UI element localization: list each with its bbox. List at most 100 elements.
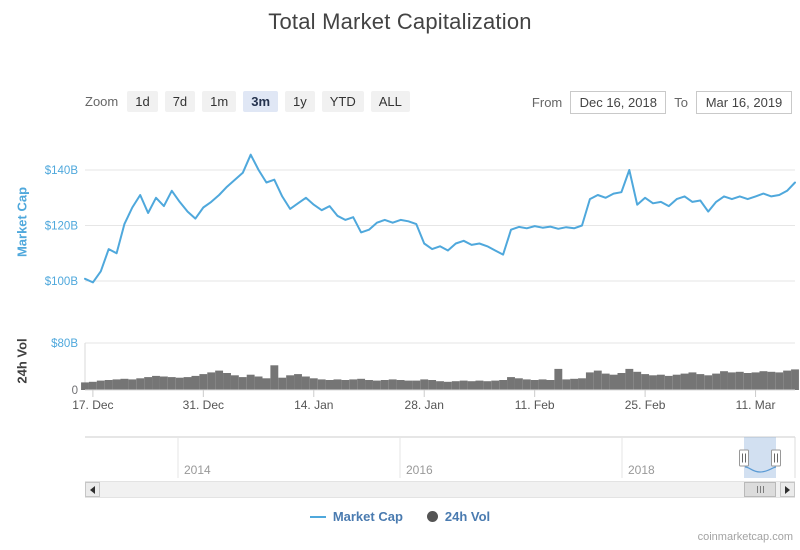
zoom-button-1y[interactable]: 1y [285,91,315,112]
volume-bar [459,380,468,390]
from-label: From [531,95,563,110]
volume-bar [412,380,421,390]
volume-bar [357,378,366,390]
volume-bar [175,377,184,390]
left-arrow-icon [86,485,95,494]
volume-bar [104,380,113,390]
volume-bar [372,380,381,390]
zoom-label: Zoom [85,94,119,109]
navigator-year-label: 2014 [184,463,211,477]
volume-bar [396,380,405,390]
volume-bar [167,377,176,390]
volume-bar [191,375,200,390]
volume-bar [301,376,310,390]
circle-marker-icon [426,511,438,522]
volume-bar [230,375,239,390]
navigator-left-handle[interactable] [739,449,749,467]
x-axis-label: 14. Jan [294,398,333,412]
navigator-year-label: 2018 [628,463,655,477]
volume-bar [649,375,657,390]
volume-bar [775,372,784,390]
page-title: Total Market Capitalization [268,9,532,34]
x-axis-label: 31. Dec [183,398,224,412]
x-axis-label: 25. Feb [625,398,666,412]
navigator-year-label: 2016 [406,463,433,477]
volume-bar [420,379,429,390]
volume-bar [436,381,444,390]
legend-item-24h-vol[interactable]: 24h Vol [426,509,490,524]
volume-bar [507,377,515,390]
watermark: coinmarketcap.com [697,531,793,543]
volume-bar [593,370,602,390]
volume-bar [215,370,224,390]
x-axis-label: 17. Dec [72,398,113,412]
volume-bar [625,368,634,390]
volume-bar [443,381,452,390]
to-label: To [674,95,688,110]
volume-bar [546,380,555,390]
zoom-button-all[interactable]: ALL [370,91,410,112]
volume-bar [128,379,137,390]
volume-bar [491,380,500,390]
volume-bar [712,373,721,390]
zoom-button-3m[interactable]: 3m [243,91,279,112]
volume-bar [783,370,792,390]
zoom-button-1d[interactable]: 1d [127,91,158,112]
volume-bar [278,377,287,390]
controls-row: Zoom 1d 7d 1m 3m 1y YTD ALL From To [85,91,792,115]
navigator-selection[interactable] [744,437,776,478]
volume-bar [743,373,752,390]
volume-bar [688,372,697,390]
volume-bar [207,372,216,390]
volume-bar [696,374,705,390]
volume-bar [578,378,586,391]
zoom-button-1m[interactable]: 1m [202,91,237,112]
volume-bar [530,380,539,390]
volume-bar [294,374,302,390]
line-marker-icon [309,515,326,518]
volume-bar [286,375,295,390]
volume-bar [380,380,389,390]
scrollbar-right-button[interactable] [780,482,795,497]
x-axis-label: 11. Mar [736,398,776,412]
y-axis-label: $100B [45,276,79,288]
legend-item-market-cap[interactable]: Market Cap [309,509,403,524]
from-date-input[interactable] [570,91,667,114]
legend-label: Market Cap [332,509,403,524]
volume-bar [751,372,760,390]
zoom-button-7d[interactable]: 7d [164,91,196,112]
zoom-button-group: Zoom 1d 7d 1m 3m 1y YTD ALL [85,91,410,112]
y-axis-label: $120B [45,221,79,233]
volume-bar [475,380,484,390]
market-cap-line [84,153,796,284]
y-axis-label: $80B [51,338,78,350]
volume-bar [325,380,334,390]
volume-bar [388,379,397,390]
volume-bar [365,380,373,390]
zoom-button-ytd[interactable]: YTD [321,91,364,112]
volume-bar [641,374,650,390]
x-axis-label: 11. Feb [515,398,555,412]
y-axis-label: 0 [72,385,78,397]
legend: Market Cap 24h Vol [0,509,800,524]
volume-bar [601,373,610,390]
volume-bar [262,378,271,391]
navigator-right-handle[interactable] [771,449,781,467]
volume-bar [735,371,744,390]
volume-bar [404,380,413,390]
navigator-scrollbar[interactable] [85,481,795,498]
volume-bar [246,374,255,390]
scrollbar-thumb[interactable] [744,482,776,497]
volume-bar [309,378,318,391]
volume-bar [664,375,673,390]
to-date-input[interactable] [696,91,792,114]
y-axis-label: $140B [45,165,79,177]
volume-bar [183,377,192,390]
volume-bar [467,381,476,390]
scrollbar-left-button[interactable] [85,482,100,497]
volume-bar [136,378,145,391]
volume-bar [81,382,89,390]
date-range-group: From To [532,91,792,114]
